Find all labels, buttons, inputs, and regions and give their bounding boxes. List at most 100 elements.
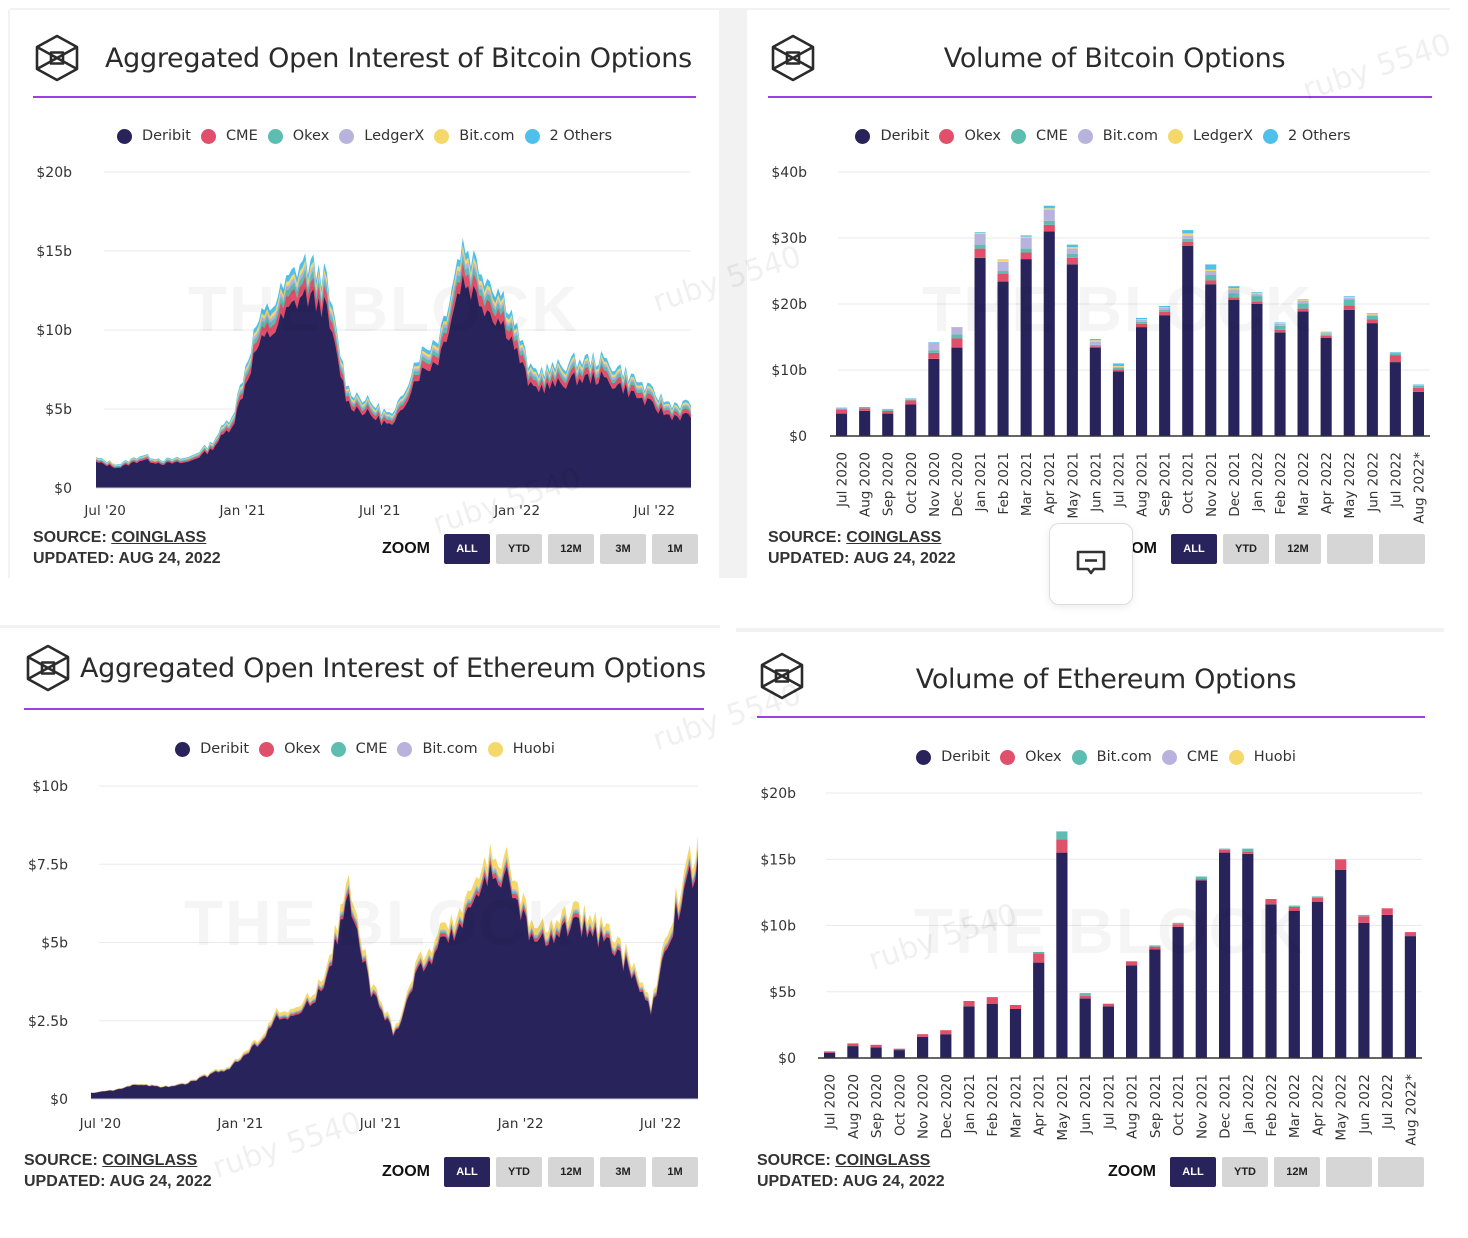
bar-segment-2-others — [1159, 306, 1171, 308]
bar-segment-deribit — [1381, 914, 1393, 1058]
zoom-button-blank-4[interactable] — [1378, 1157, 1424, 1187]
zoom-button-ytd[interactable]: YTD — [496, 534, 542, 564]
legend-swatch — [259, 741, 275, 757]
legend-item[interactable]: CME — [1010, 128, 1068, 144]
feedback-button[interactable] — [1049, 523, 1133, 605]
updated-date: UPDATED: AUG 24, 2022 — [33, 550, 221, 567]
column-gutter — [719, 10, 747, 578]
x-tick-label: Feb 2021 — [985, 1074, 1001, 1137]
legend-item[interactable]: Okex — [1000, 749, 1062, 765]
bar-segment-cme — [836, 408, 848, 410]
bar-segment-deribit — [917, 1036, 929, 1058]
legend-label: Okex — [292, 128, 330, 144]
legend-swatch — [1000, 749, 1016, 765]
bar-segment-bit-com — [1297, 300, 1309, 304]
legend-item[interactable]: LedgerX — [339, 128, 424, 144]
zoom-button-all[interactable]: ALL — [444, 534, 490, 564]
zoom-button-3m[interactable]: 3M — [600, 1157, 646, 1187]
x-tick-label: Apr 2021 — [1032, 1074, 1048, 1136]
zoom-button-blank-3[interactable] — [1327, 534, 1373, 564]
panel-header — [769, 34, 817, 82]
bar-segment-2-others — [1043, 205, 1055, 209]
legend-item[interactable]: Deribit — [855, 128, 929, 144]
bar-segment-bit-com — [1343, 298, 1355, 300]
zoom-button-all[interactable]: ALL — [1170, 1157, 1216, 1187]
zoom-button-ytd[interactable]: YTD — [496, 1157, 542, 1187]
bar-segment-2-others — [1182, 230, 1194, 234]
bar-segment-okex — [1126, 961, 1138, 966]
bar-segment-bit-com — [1136, 319, 1148, 322]
legend-item[interactable]: Deribit — [175, 741, 249, 757]
chart-legend: Deribit Okex Bit.com CME Huobi — [736, 749, 1468, 765]
zoom-button-1m[interactable]: 1M — [652, 534, 698, 564]
legend-item[interactable]: Okex — [939, 128, 1001, 144]
bar-segment-ledgerx — [1182, 233, 1194, 236]
zoom-button-3m[interactable]: 3M — [600, 534, 646, 564]
bar-segment-ledgerx — [1066, 247, 1078, 249]
panel-eth-volume: Volume of Ethereum Options Deribit Okex Bi… — [736, 632, 1444, 1232]
x-tick-label: Feb 2021 — [996, 452, 1012, 515]
zoom-button-12m[interactable]: 12M — [548, 534, 594, 564]
chart-btc-volume: $0 $10b $20b $30b $40b Jul 2020 Aug 2020 Sep 20… — [771, 165, 1430, 524]
zoom-button-12m[interactable]: 12M — [1274, 1157, 1320, 1187]
legend-item[interactable]: Huobi — [1228, 749, 1296, 765]
legend-item[interactable]: CME — [330, 741, 387, 757]
zoom-button-12m[interactable]: 12M — [1275, 534, 1321, 564]
chart-title: Volume of Bitcoin Options — [943, 43, 1286, 74]
legend-swatch — [1077, 128, 1093, 144]
legend-item[interactable]: Deribit — [116, 128, 191, 144]
legend-item[interactable]: CME — [1161, 749, 1219, 765]
x-tick-label: Feb 2022 — [1264, 1074, 1280, 1137]
legend-item[interactable]: 2 Others — [1263, 128, 1351, 144]
bar-segment-deribit — [1251, 304, 1263, 436]
source-link[interactable]: COINGLASS — [102, 1152, 198, 1169]
bar-segment-deribit — [1136, 327, 1148, 436]
source-link[interactable]: COINGLASS — [835, 1152, 931, 1169]
legend-item[interactable]: Bit.com — [397, 741, 478, 757]
bar-segment-deribit — [1009, 1009, 1022, 1058]
legend-item[interactable]: Huobi — [487, 741, 555, 757]
legend-item[interactable]: Deribit — [916, 749, 990, 765]
bar-segment-bit-com — [1274, 323, 1286, 326]
source-link[interactable]: COINGLASS — [846, 529, 942, 546]
title-underline — [24, 708, 704, 710]
bar-segment-2-others — [1251, 292, 1263, 293]
zoom-button-ytd[interactable]: YTD — [1223, 534, 1269, 564]
legend-item[interactable]: Okex — [267, 128, 330, 144]
zoom-button-blank-4[interactable] — [1379, 534, 1425, 564]
zoom-button-all[interactable]: ALL — [1171, 534, 1217, 564]
zoom-button-ytd[interactable]: YTD — [1222, 1157, 1268, 1187]
panel-header: Aggregated Open Interest of Ethereum Opt… — [24, 644, 706, 692]
legend-item[interactable]: LedgerX — [1168, 128, 1253, 144]
x-tick-label: Jan 2021 — [962, 1074, 978, 1134]
source-link[interactable]: COINGLASS — [111, 529, 207, 546]
x-tick-label: Jan '21 — [216, 1116, 263, 1132]
legend-item[interactable]: Bit.com — [1077, 128, 1158, 144]
x-tick-label: Dec 2021 — [1218, 1074, 1234, 1139]
y-tick-label: $15b — [760, 852, 796, 868]
bar-segment-deribit — [940, 1034, 952, 1059]
zoom-button-12m[interactable]: 12M — [548, 1157, 594, 1187]
title-underline — [33, 96, 696, 98]
zoom-controls: ZOOM ALL YTD 12M 3M 1M — [382, 1157, 698, 1187]
legend-swatch — [524, 128, 540, 144]
legend-swatch — [397, 741, 413, 757]
legend-item[interactable]: Okex — [259, 741, 321, 757]
bar-segment-ledgerx — [1043, 208, 1055, 210]
zoom-button-1m[interactable]: 1M — [652, 1157, 698, 1187]
bar-segment-deribit — [1182, 245, 1194, 436]
x-tick-label: Dec 2021 — [1227, 452, 1243, 517]
bar-segment-okex — [1149, 946, 1161, 950]
legend-item[interactable]: Bit.com — [1071, 749, 1152, 765]
bar-segment-deribit — [1366, 323, 1378, 436]
legend-item[interactable]: 2 Others — [524, 128, 612, 144]
bar-segment-deribit — [974, 257, 986, 436]
zoom-button-all[interactable]: ALL — [444, 1157, 490, 1187]
legend-item[interactable]: CME — [200, 128, 258, 144]
zoom-button-blank-3[interactable] — [1326, 1157, 1372, 1187]
x-tick-label: Mar 2022 — [1296, 452, 1312, 516]
bar-segment-ledgerx — [1159, 307, 1171, 308]
source-info: SOURCE: COINGLASS UPDATED: AUG 24, 2022 — [33, 527, 221, 569]
x-tick-label: Sep 2021 — [1158, 452, 1174, 516]
legend-item[interactable]: Bit.com — [434, 128, 515, 144]
